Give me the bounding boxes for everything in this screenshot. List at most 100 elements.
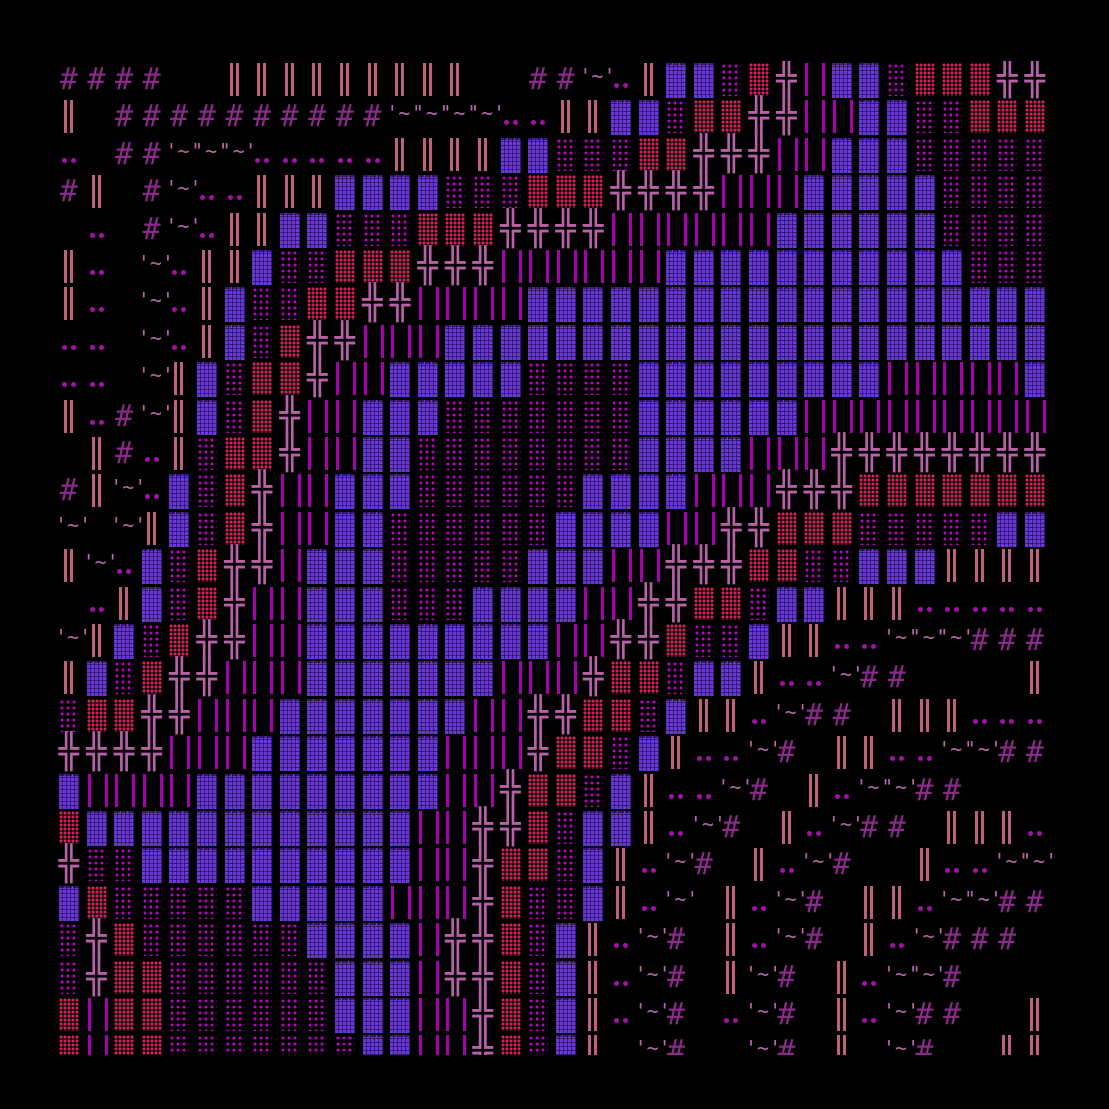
hash-icon: # [970, 922, 989, 958]
grid-cell [110, 622, 138, 659]
grid-cell [579, 734, 607, 771]
hash-icon: # [142, 62, 161, 97]
grid-cell: # [993, 622, 1021, 659]
grid-cell [635, 398, 663, 435]
grid-cell [911, 884, 939, 921]
grid-cell [221, 173, 249, 210]
grid-cell [662, 323, 690, 360]
grid-cell [221, 697, 249, 734]
grid-cell: '~' [966, 884, 1002, 921]
grid-cell [828, 622, 856, 659]
double-bar-icon [915, 698, 935, 732]
dots-icon [666, 811, 686, 844]
grid-cell: ╬ [165, 696, 193, 734]
sparse-dots-icon [445, 474, 466, 508]
grid-cell: ╬ [248, 507, 276, 548]
double-bar-icon [887, 698, 907, 732]
grid-cell [745, 61, 773, 98]
grid-cell [248, 921, 276, 958]
dense-block-icon [473, 661, 493, 697]
double-bar-icon [583, 960, 603, 994]
grid-cell: ╬ [717, 509, 745, 547]
dense-block-icon [611, 474, 631, 510]
dots-icon [611, 961, 631, 994]
grid-cell [938, 809, 966, 846]
sparse-dots-icon [390, 549, 411, 583]
dots-icon [87, 325, 107, 358]
grid-cell [800, 173, 828, 211]
dense-dots-icon [224, 437, 245, 470]
hash-icon: # [722, 810, 741, 845]
grid-cell: # [773, 996, 801, 1033]
grid-cell: ╬ [911, 435, 939, 472]
sparse-dots-icon [417, 586, 438, 620]
grid-cell [83, 622, 111, 659]
grid-cell [193, 173, 221, 210]
dense-block-icon [666, 63, 687, 98]
grid-cell [441, 659, 469, 697]
dense-block-icon [362, 885, 383, 921]
double-bar-icon [197, 287, 217, 321]
grid-cell [607, 98, 635, 136]
grid-cell [911, 846, 939, 883]
grid-cell [524, 884, 552, 921]
dense-block-icon [1025, 324, 1045, 360]
grid-cell [635, 360, 663, 398]
dense-block-icon [776, 287, 797, 323]
cross-icon: ╬ [251, 507, 273, 548]
grid-cell: # [138, 211, 166, 248]
grid-cell: '~' [386, 98, 422, 135]
dense-block-icon [914, 549, 935, 585]
grid-cell [552, 248, 580, 285]
dense-block-icon [335, 811, 355, 846]
dense-block-icon [638, 287, 659, 323]
dense-block-icon [859, 137, 880, 173]
bars-icon [87, 998, 108, 1031]
grid-cell [221, 809, 249, 846]
grid-cell [414, 136, 442, 173]
grid-cell [469, 285, 497, 322]
dense-dots-icon [279, 324, 300, 358]
dense-block-icon [335, 960, 355, 996]
bars-icon [749, 437, 770, 470]
grid-cell [1021, 547, 1049, 584]
dense-block-icon [831, 362, 852, 398]
sparse-dots-icon [528, 474, 549, 508]
grid-cell [524, 136, 552, 173]
sparse-dots-icon [555, 811, 576, 844]
dense-dots-icon [114, 923, 135, 957]
cross-icon: ╬ [500, 807, 521, 847]
sparse-dots-icon [252, 287, 273, 321]
dense-block-icon [335, 885, 355, 921]
double-bar-icon [749, 661, 769, 695]
bars-icon [556, 250, 577, 283]
grid-cell [993, 510, 1021, 547]
grid-cell [386, 772, 414, 809]
grid-cell [303, 959, 331, 996]
dense-block-icon [638, 474, 659, 510]
bars-icon [859, 399, 881, 433]
grid-cell [165, 921, 193, 958]
bars-icon [694, 212, 715, 246]
grid-cell [938, 98, 966, 135]
grid-cell [745, 435, 773, 472]
dense-block-icon [555, 324, 576, 360]
grid-cell [607, 472, 635, 510]
grid-cell [55, 959, 83, 996]
dots-icon [1025, 699, 1045, 732]
sparse-dots-icon [859, 511, 880, 545]
grid-cell [524, 1033, 552, 1055]
grid-cell [303, 585, 331, 622]
grid-cell: ╬ [524, 210, 552, 248]
grid-cell [662, 622, 690, 659]
grid-cell: # [911, 1033, 939, 1055]
grid-cell: # [138, 98, 166, 135]
grid-cell: # [938, 959, 966, 996]
tilde-icon: '~' [579, 64, 616, 88]
grid-cell [635, 285, 663, 323]
grid-cell [552, 472, 580, 509]
double-bar-icon [390, 137, 410, 171]
sparse-dots-icon [583, 773, 604, 807]
dense-block-icon [804, 212, 825, 248]
tilde-icon: '~' [772, 924, 809, 949]
